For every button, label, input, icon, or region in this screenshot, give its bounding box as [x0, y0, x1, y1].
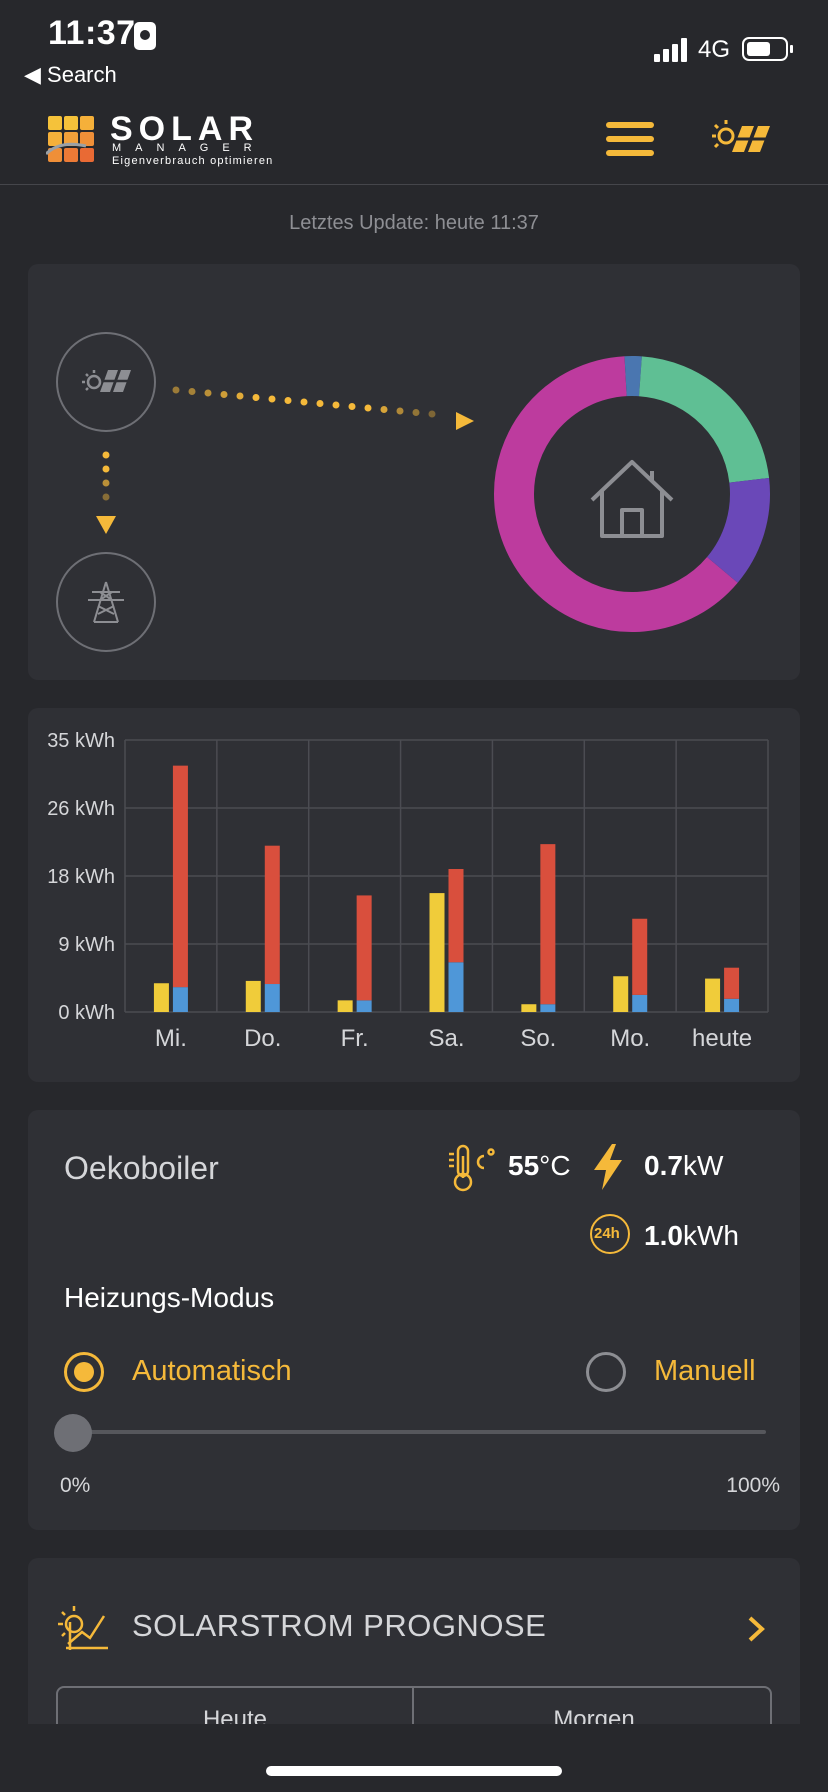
contact-badge-icon — [134, 22, 156, 50]
solar-forecast-icon — [58, 1606, 108, 1650]
bar-grid-import-Mo. — [632, 918, 648, 995]
logo-subtitle: MANAGER — [112, 142, 266, 154]
bar-production-Fr. — [337, 1000, 353, 1012]
back-to-search-link[interactable]: ◀ Search — [24, 62, 117, 87]
house-icon — [590, 460, 674, 538]
bar-grid-import-Fr. — [356, 895, 372, 1001]
24h-icon: 24h — [590, 1214, 630, 1254]
y-tick-label: 18 kWh — [47, 866, 115, 888]
y-tick-label: 35 kWh — [47, 730, 115, 752]
boiler-energy: 1.0kWh — [644, 1220, 739, 1251]
bar-self-consumption-Sa. — [448, 962, 464, 1012]
x-tick-label: Mo. — [610, 1025, 650, 1052]
bottom-safe-area — [0, 1724, 828, 1792]
network-type: 4G — [698, 36, 731, 63]
heating-mode-label: Heizungs-Modus — [64, 1282, 275, 1313]
grid-node[interactable] — [56, 552, 156, 652]
bar-self-consumption-Mi. — [172, 987, 188, 1012]
bar-self-consumption-So. — [540, 1004, 556, 1012]
consumption-donut-chart — [494, 356, 770, 632]
boiler-power: 0.7kW — [644, 1150, 724, 1181]
x-tick-label: heute — [692, 1025, 752, 1052]
bar-grid-import-heute — [724, 967, 740, 999]
solar-to-grid-flow — [96, 451, 116, 534]
solar-node[interactable] — [56, 332, 156, 432]
logo-title: SOLAR — [110, 110, 259, 148]
energy-flow-diagram — [96, 356, 770, 632]
daily-energy-bar-chart: 35 kWh 26 kWh 18 kWh 9 kWh 0 kWh Mi. Do. Fr. Sa.… — [47, 730, 769, 1052]
bar-self-consumption-Fr. — [356, 1000, 372, 1012]
status-bar: 11:37 ◀ Search 4G — [0, 0, 828, 100]
lightning-icon — [594, 1144, 622, 1190]
hamburger-menu-icon[interactable] — [604, 120, 658, 160]
signal-icon — [654, 38, 687, 62]
chevron-right-icon[interactable] — [744, 1614, 768, 1644]
bar-grid-import-So. — [540, 844, 556, 1005]
bar-production-Sa. — [429, 893, 445, 1012]
x-tick-label: Fr. — [341, 1025, 369, 1052]
status-time: 11:37 — [48, 14, 136, 52]
bar-production-Mi. — [153, 983, 169, 1012]
mode-manual-radio[interactable] — [586, 1352, 626, 1392]
x-tick-label: So. — [520, 1025, 556, 1052]
forecast-title: SOLARSTROM PROGNOSE — [132, 1608, 547, 1643]
donut-segment-purple — [494, 356, 770, 632]
mode-auto-radio[interactable] — [64, 1352, 104, 1392]
last-update-text: Letztes Update: heute 11:37 — [289, 212, 539, 234]
donut-segment-green — [494, 356, 770, 632]
power-pylon-icon — [88, 581, 124, 623]
energy-history-card: 35 kWh 26 kWh 18 kWh 9 kWh 0 kWh Mi. Do. Fr. Sa.… — [28, 708, 800, 1082]
slider-max-label: 100% — [726, 1474, 780, 1497]
x-tick-label: Mi. — [155, 1025, 187, 1052]
y-tick-label: 0 kWh — [58, 1002, 115, 1024]
slider-min-label: 0% — [60, 1474, 91, 1497]
boiler-title: Oekoboiler — [64, 1150, 219, 1186]
battery-icon — [742, 37, 788, 61]
thermometer-icon — [449, 1144, 495, 1192]
bar-grid-import-Do. — [264, 845, 280, 985]
bar-production-So. — [521, 1004, 537, 1012]
solar-to-house-flow — [172, 386, 474, 430]
bar-production-Do. — [245, 980, 261, 1012]
home-indicator[interactable] — [266, 1766, 562, 1776]
solar-manager-logo-icon — [46, 116, 94, 162]
bar-self-consumption-heute — [724, 998, 740, 1012]
heating-slider-track[interactable] — [72, 1430, 766, 1434]
boiler-card: Oekoboiler 55°C 0.7kW 24h 1.0kWh Heizung… — [28, 1110, 800, 1530]
bar-production-heute — [705, 978, 721, 1012]
boiler-temperature: 55°C — [508, 1150, 571, 1181]
logo-tagline: Eigenverbrauch optimieren — [112, 155, 274, 167]
solar-panel-icon — [82, 370, 131, 392]
bar-production-Mo. — [613, 976, 629, 1012]
bar-self-consumption-Do. — [264, 984, 280, 1012]
y-tick-label: 9 kWh — [58, 934, 115, 956]
bar-grid-import-Mi. — [172, 765, 188, 988]
mode-auto-label[interactable]: Automatisch — [132, 1355, 292, 1387]
sun-panel-icon[interactable] — [708, 114, 772, 164]
energy-flow-card — [28, 264, 800, 680]
bar-self-consumption-Mo. — [632, 994, 648, 1012]
x-tick-label: Sa. — [428, 1025, 464, 1052]
y-tick-label: 26 kWh — [47, 798, 115, 820]
app-header: SOLAR MANAGER Eigenverbrauch optimieren — [0, 100, 828, 185]
x-tick-label: Do. — [244, 1025, 281, 1052]
bar-grid-import-Sa. — [448, 869, 464, 963]
mode-manual-label[interactable]: Manuell — [654, 1355, 756, 1387]
heating-slider-knob[interactable] — [54, 1414, 92, 1452]
